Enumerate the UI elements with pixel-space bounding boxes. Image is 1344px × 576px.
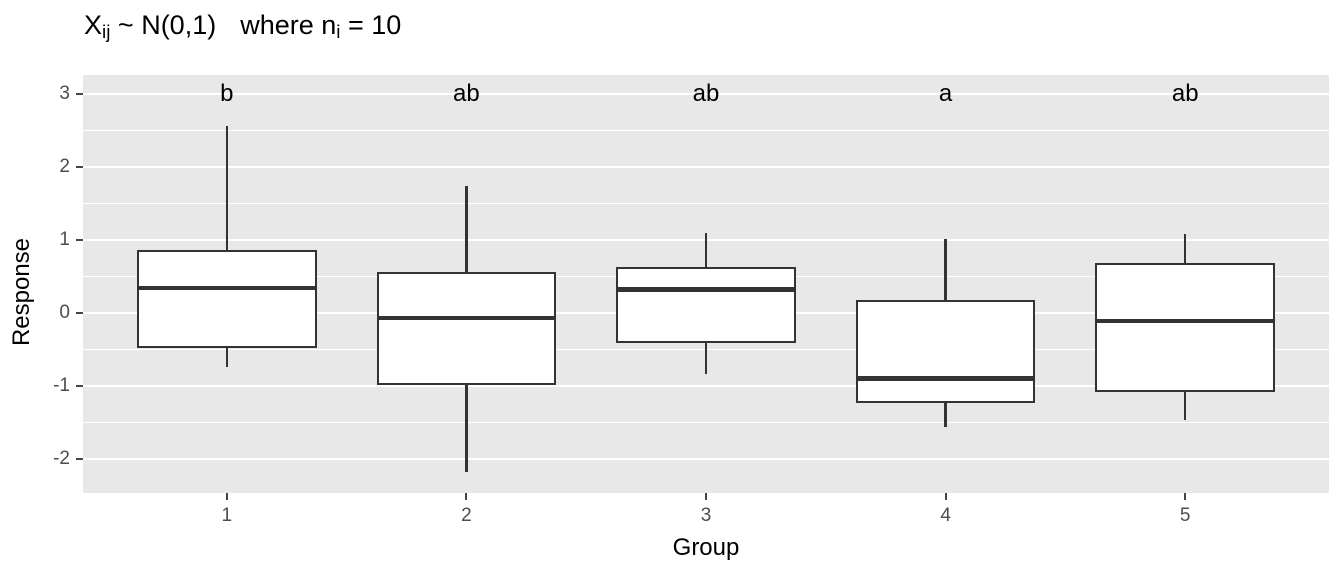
y-tick-mark xyxy=(76,238,83,241)
y-tick-label: -1 xyxy=(53,374,70,396)
x-tick-label: 3 xyxy=(700,505,712,526)
title-distribution: ~ N(0,1) xyxy=(110,10,217,40)
gridline-major xyxy=(83,92,1329,96)
x-tick-label: 1 xyxy=(221,505,233,526)
y-axis-title: Response xyxy=(8,237,35,347)
x-tick-mark xyxy=(465,493,468,500)
title-variable: X xyxy=(84,10,103,40)
gridline-major xyxy=(83,311,1329,314)
gridline-major xyxy=(83,238,1329,241)
y-tick-label: 2 xyxy=(59,155,70,177)
x-tick-mark xyxy=(225,493,228,500)
gridline-major xyxy=(83,384,1329,387)
y-tick-mark xyxy=(76,311,83,314)
title-where-n: where n xyxy=(240,10,337,40)
title-subscript-ij: ij xyxy=(102,22,111,44)
plot-panel xyxy=(83,75,1329,493)
gridline-major xyxy=(83,165,1329,168)
title-subscript-i: i xyxy=(336,22,341,44)
x-axis-title: Group xyxy=(672,534,740,561)
gridline-minor xyxy=(83,202,1329,204)
y-tick-label: 3 xyxy=(59,82,70,104)
y-tick-label: -2 xyxy=(53,447,70,469)
y-tick-mark xyxy=(76,165,83,168)
x-tick-label: 2 xyxy=(461,505,472,526)
gridline-minor xyxy=(83,348,1329,350)
gridline-minor xyxy=(83,275,1329,277)
title-equals-10: = 10 xyxy=(340,10,402,40)
x-tick-mark xyxy=(1184,493,1187,500)
chart-title: Xij ~ N(0,1) where ni = 10 xyxy=(84,10,402,44)
x-tick-label: 4 xyxy=(940,505,951,526)
x-tick-mark xyxy=(944,493,947,500)
gridline-minor xyxy=(83,421,1329,423)
y-tick-mark xyxy=(76,457,83,460)
x-tick-mark xyxy=(704,493,708,500)
gridline-minor xyxy=(83,129,1329,132)
gridline-major xyxy=(83,457,1329,460)
y-tick-mark xyxy=(76,92,83,96)
x-tick-label: 5 xyxy=(1179,505,1191,526)
y-tick-mark xyxy=(76,384,83,387)
